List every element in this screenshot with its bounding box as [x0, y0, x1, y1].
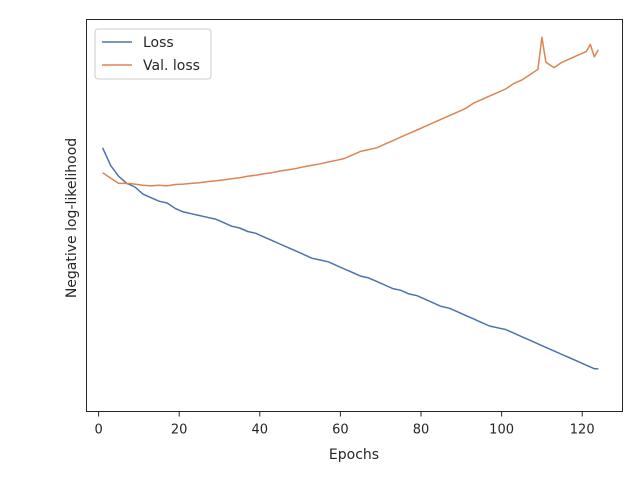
series-lines [101, 36, 599, 370]
plot-frame [86, 19, 623, 412]
x-tick-label: 100 [489, 423, 514, 438]
legend-label-val-loss: Val. loss [143, 58, 200, 74]
legend-label-loss: Loss [143, 35, 174, 51]
y-axis-label: Negative log-likelihood [64, 138, 80, 298]
x-axis-ticks: 0 20 40 60 80 100 120 [94, 411, 595, 438]
x-tick-label: 20 [171, 423, 188, 438]
legend: Loss Val. loss [94, 28, 212, 80]
x-tick-label: 120 [570, 423, 595, 438]
x-axis-label: Epochs [329, 447, 379, 463]
x-tick-label: 0 [94, 423, 102, 438]
x-tick-label: 80 [413, 423, 430, 438]
series-line-val-loss [102, 36, 599, 187]
x-tick-label: 40 [252, 423, 269, 438]
x-tick-label: 60 [332, 423, 349, 438]
series-line-loss [101, 147, 599, 370]
